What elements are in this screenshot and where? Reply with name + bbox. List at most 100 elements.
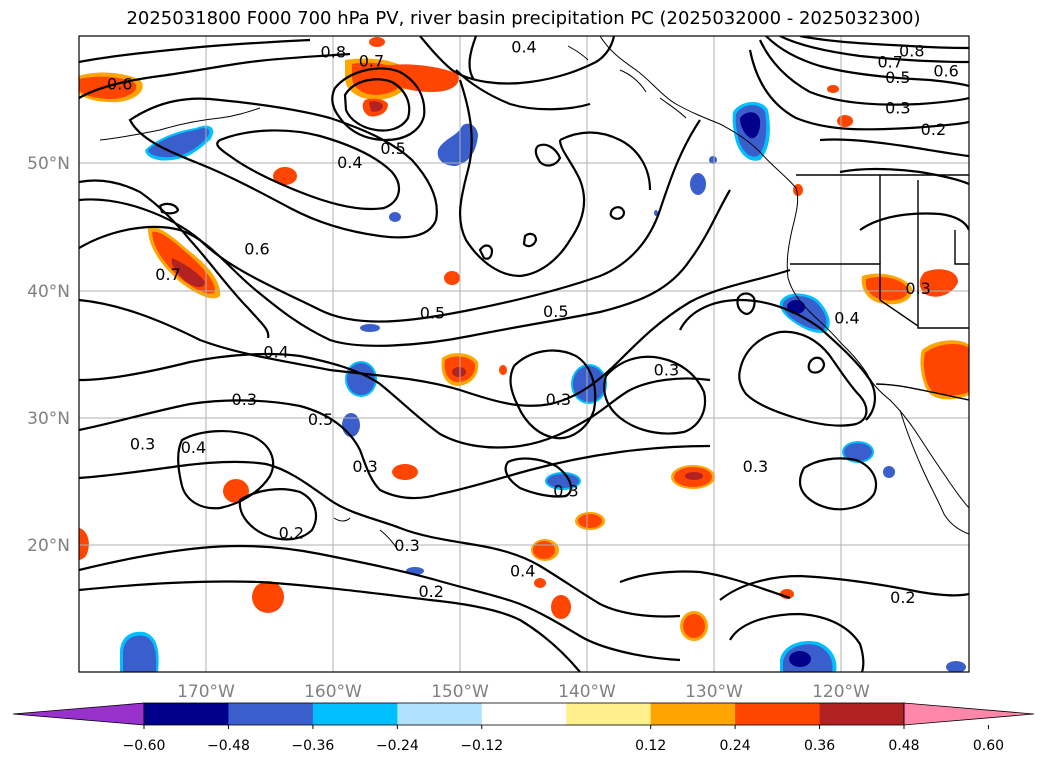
positive-anomaly-blob bbox=[531, 539, 559, 561]
positive-anomaly-blob bbox=[385, 64, 459, 92]
colorbar-segment bbox=[397, 703, 483, 725]
map-panel: 0.8 0.70.40.60.50.40.60.70.5 0.50.40.30.50… bbox=[79, 36, 969, 672]
contour-label: 0.2 bbox=[921, 120, 946, 139]
contour-label: 0.3 bbox=[553, 481, 578, 500]
contour-label: 0.4 bbox=[510, 562, 535, 581]
map-title: 2025031800 F000 700 hPa PV, river basin … bbox=[126, 8, 921, 29]
colorbar-segment bbox=[735, 703, 821, 725]
colorbar-segment bbox=[144, 703, 229, 725]
negative-anomaly-blob bbox=[571, 364, 607, 404]
colorbar: −0.60 −0.48 −0.36 −0.24 −0.12 0.12 0.24 0.36 0.4… bbox=[12, 702, 1035, 754]
positive-anomaly-blob bbox=[392, 464, 418, 480]
negative-anomaly-blob bbox=[437, 123, 478, 166]
negative-anomaly-blob bbox=[732, 101, 770, 161]
contour-label: 0.4 bbox=[181, 438, 206, 457]
positive-anomaly-blob bbox=[575, 512, 605, 530]
colorbar-extend-high bbox=[903, 702, 1035, 726]
negative-anomaly-blob bbox=[389, 212, 401, 222]
negative-anomaly-blob bbox=[690, 173, 706, 195]
lat-tick-label: 50°N bbox=[27, 154, 70, 174]
positive-anomaly-blob bbox=[551, 595, 571, 619]
lon-tick-label: 160°W bbox=[304, 682, 362, 702]
contour-label: 0.5 bbox=[308, 410, 333, 429]
contour-label: 0.6 bbox=[107, 74, 132, 93]
contour-label: 0.3 bbox=[546, 390, 571, 409]
contour-label: 0.3 bbox=[394, 536, 419, 555]
positive-anomaly-blob bbox=[671, 465, 715, 489]
positive-anomaly-blob bbox=[837, 115, 853, 127]
colorbar-segment bbox=[312, 703, 398, 725]
contour-label: 0.3 bbox=[654, 361, 679, 380]
colorbar-tick-label: 0.60 bbox=[973, 738, 1004, 754]
contour-label: 0.6 bbox=[933, 62, 958, 81]
contour-label: 0.3 bbox=[885, 99, 910, 118]
colorbar-tick-label: 0.36 bbox=[804, 738, 835, 754]
negative-anomaly-blob bbox=[360, 324, 380, 332]
contour-label: 0.7 bbox=[359, 51, 384, 70]
positive-anomaly-blob bbox=[252, 581, 284, 613]
contour-label: 0.3 bbox=[352, 457, 377, 476]
contour-label: 0.8 bbox=[321, 43, 346, 62]
colorbar-segment bbox=[228, 703, 314, 725]
contour-label: 0.4 bbox=[511, 37, 536, 56]
positive-anomaly-blob bbox=[79, 528, 89, 560]
coastlines bbox=[99, 36, 969, 551]
contour-label: 0.8 bbox=[899, 41, 924, 60]
contour-label: 0.2 bbox=[279, 523, 304, 542]
contour-label: 0.3 bbox=[905, 279, 930, 298]
contour-label: 0.5 bbox=[380, 139, 405, 158]
colorbar-segment bbox=[819, 703, 905, 725]
negative-anomaly-blob bbox=[709, 156, 717, 164]
positive-anomaly-blob bbox=[499, 365, 507, 375]
contour-label: 0.5 bbox=[543, 302, 568, 321]
negative-anomaly-blob bbox=[842, 441, 874, 463]
contour-label: 0.4 bbox=[263, 343, 288, 362]
contour-label: 0.3 bbox=[232, 390, 257, 409]
contour-label: 0.7 bbox=[877, 53, 902, 72]
positive-anomaly-blob bbox=[273, 167, 297, 185]
lat-tick-label: 40°N bbox=[27, 282, 70, 302]
colorbar-segment bbox=[566, 703, 652, 725]
gridlines bbox=[79, 36, 969, 672]
contour-label: 0.7 bbox=[155, 265, 180, 284]
contour-label: 0.3 bbox=[130, 434, 155, 453]
positive-anomaly-blob bbox=[680, 611, 708, 641]
contour-label: 0.4 bbox=[337, 153, 362, 172]
lat-tick-label: 20°N bbox=[27, 536, 70, 556]
contour-label: 0.2 bbox=[418, 582, 443, 601]
map-frame bbox=[78, 35, 970, 673]
colorbar-outline bbox=[143, 702, 905, 726]
colorbar-segment bbox=[481, 703, 567, 725]
positive-anomaly-blob bbox=[920, 340, 969, 400]
colorbar-tick-label: −0.24 bbox=[376, 738, 419, 754]
negative-anomaly-blob bbox=[654, 210, 658, 216]
positive-anomaly-blob bbox=[223, 479, 249, 503]
negative-anomaly-blob bbox=[120, 631, 159, 672]
colorbar-tick-label: 0.12 bbox=[635, 738, 666, 754]
latitude-ticks: 50°N 40°N 30°N 20°N bbox=[27, 154, 70, 556]
contour-label: 0.5 bbox=[420, 303, 445, 322]
lat-tick-label: 30°N bbox=[27, 409, 70, 429]
contour-label: 0.3 bbox=[743, 457, 768, 476]
positive-anomaly-blob bbox=[919, 269, 958, 297]
negative-anomaly-blob bbox=[780, 640, 837, 672]
lon-tick-label: 120°W bbox=[812, 682, 870, 702]
lon-tick-label: 140°W bbox=[558, 682, 616, 702]
colorbar-tick-label: −0.48 bbox=[207, 738, 250, 754]
colorbar-segment bbox=[650, 703, 736, 725]
negative-anomaly-blob bbox=[883, 466, 895, 478]
negative-anomaly-blob bbox=[145, 125, 214, 161]
longitude-ticks: 170°W 160°W 150°W 140°W 130°W 120°W bbox=[177, 682, 870, 702]
colorbar-tick-label: 0.48 bbox=[888, 738, 919, 754]
positive-anomaly-blob bbox=[861, 273, 913, 305]
colorbar-tick-label: −0.36 bbox=[291, 738, 334, 754]
colorbar-tick-label: 0.24 bbox=[720, 738, 751, 754]
contour-label: 0.6 bbox=[244, 240, 269, 259]
negative-anomaly-blob bbox=[342, 413, 360, 437]
lon-tick-label: 170°W bbox=[177, 682, 235, 702]
negative-anomaly-blob bbox=[946, 661, 966, 672]
positive-anomaly-blob bbox=[534, 578, 546, 588]
positive-anomaly-blob bbox=[827, 85, 839, 93]
lon-tick-label: 150°W bbox=[431, 682, 489, 702]
